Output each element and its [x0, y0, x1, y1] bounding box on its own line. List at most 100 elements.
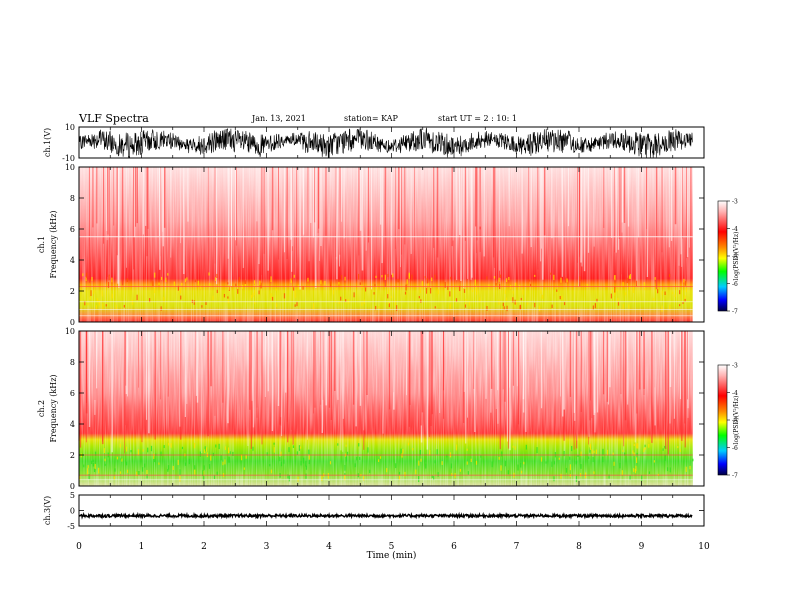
- spectrogram-ch1-speckle: [238, 277, 240, 282]
- spectrogram-ch2-speckle: [565, 467, 568, 473]
- ch3-waveform-trace: [78, 511, 693, 520]
- spectrogram-ch1-speckle: [475, 285, 477, 292]
- spectrogram-ch1-speckle: [419, 287, 422, 293]
- x-tick-label: 5: [389, 542, 395, 552]
- spectrogram-ch1-speckle: [208, 272, 210, 276]
- spectrogram-ch2-speckle: [147, 447, 149, 453]
- spectrogram-ch1-speckle: [498, 299, 500, 305]
- spectrogram-ch1-speckle: [294, 290, 296, 294]
- spectrogram-ch1-speckle: [105, 304, 107, 307]
- spectrogram-ch1-speckle: [227, 296, 229, 299]
- spectrogram-ch2-colorbar-tick-label: -5: [732, 418, 738, 425]
- spectrogram-ch1-speckle: [111, 293, 113, 299]
- spectrogram-ch1-speckle: [341, 275, 343, 281]
- spectrogram-ch1-speckle: [254, 301, 256, 304]
- spectrogram-ch2-speckle: [216, 471, 218, 476]
- spectrogram-ch1-speckle: [396, 305, 398, 312]
- spectrogram-ch1-speckle: [152, 281, 154, 287]
- spectrogram-ch1-speckle: [179, 287, 182, 294]
- spectrogram-ch2-speckle: [433, 476, 435, 480]
- spectrogram-ch1-speckle: [654, 277, 656, 280]
- x-tick-label: 4: [326, 542, 332, 552]
- spectrogram-ch1-speckle: [216, 273, 218, 278]
- spectrogram-ch2-speckle: [103, 448, 105, 453]
- spectrogram-ch2-speckle: [228, 456, 230, 463]
- spectrogram-ch1-speckle: [107, 282, 110, 288]
- spectrogram-ch1-speckle: [635, 280, 638, 287]
- spectrogram-ch1-speckle: [596, 298, 598, 302]
- spectrogram-ch2-speckle: [252, 446, 254, 451]
- spectrogram-ch2-speckle: [153, 453, 155, 459]
- spectrogram-ch1-speckle: [405, 284, 407, 291]
- spectrogram-ch2-speckle: [93, 468, 96, 473]
- spectrogram-ch1-ytick-label: 10: [65, 163, 75, 172]
- spectrogram-ch2-speckle: [619, 462, 621, 469]
- spectrogram-ch2-speckle: [467, 471, 469, 475]
- spectrogram-ch1-speckle: [643, 282, 645, 288]
- spectrogram-ch2-speckle: [194, 465, 196, 470]
- spectrogram-ch1-ylabel: Frequency (kHz): [49, 210, 58, 278]
- spectrogram-ch1-speckle: [228, 285, 230, 291]
- spectrogram-ch1-speckle: [553, 274, 555, 281]
- spectrogram-ch1-speckle: [91, 276, 93, 281]
- spectrogram-ch1-speckle: [515, 300, 517, 305]
- spectrogram-ch2-speckle: [418, 460, 420, 466]
- spectrogram-ch1-speckle: [614, 286, 616, 293]
- spectrogram-ch1-speckle: [529, 283, 532, 287]
- spectrogram-ch2-speckle: [327, 473, 329, 479]
- spectrogram-ch1-speckle: [579, 276, 581, 281]
- spectrogram-ch2-speckle: [280, 451, 282, 456]
- spectrogram-ch2-speckle: [446, 454, 448, 458]
- spectrogram-ch2-speckle: [86, 468, 89, 475]
- spectrogram-ch1-speckle: [592, 305, 594, 310]
- x-tick-label: 3: [264, 542, 270, 552]
- ch3-waveform-frame: [78, 494, 705, 527]
- spectrogram-ch2-speckle: [551, 461, 553, 467]
- spectrogram-ch1-speckle: [186, 277, 188, 281]
- spectrogram-ch2-speckle: [664, 455, 666, 461]
- spectrogram-ch1-speckle: [502, 302, 504, 307]
- spectrogram-ch1-speckle: [668, 273, 671, 278]
- spectrogram-ch2-speckle: [287, 474, 289, 479]
- spectrogram-ch1-speckle: [85, 276, 87, 282]
- spectrogram-ch2-speckle: [92, 462, 95, 467]
- spectrogram-ch2-speckle: [420, 458, 422, 462]
- spectrogram-ch2-speckle: [126, 469, 129, 473]
- spectrogram-ch2-speckle: [643, 448, 645, 453]
- spectrogram-ch1-speckle: [632, 286, 634, 293]
- spectrogram-ch2-speckle: [179, 469, 181, 475]
- spectrogram-ch2-speckle: [87, 465, 89, 469]
- spectrogram-ch2-speckle: [425, 463, 427, 469]
- spectrogram-ch2-speckle: [119, 471, 122, 474]
- spectrogram-ch2-speckle: [126, 461, 128, 466]
- spectrogram-ch2-speckle: [644, 444, 646, 448]
- spectrogram-ch1-speckle: [520, 297, 522, 301]
- spectrogram-ch1-speckle: [216, 289, 218, 294]
- spectrogram-ch2-speckle: [194, 469, 196, 475]
- spectrogram-ch1-speckle: [674, 294, 676, 297]
- spectrogram-ch2-speckle: [120, 458, 122, 461]
- spectrogram-ch2-speckle: [299, 446, 302, 449]
- spectrogram-ch1-speckle: [253, 284, 256, 287]
- spectrogram-ch1-speckle: [427, 283, 429, 287]
- spectrogram-ch2-speckle: [636, 457, 638, 464]
- spectrogram-ch1-speckle: [614, 289, 616, 296]
- spectrogram-ch1-speckle: [378, 306, 380, 309]
- spectrogram-ch1-speckle: [313, 303, 315, 310]
- spectrogram-ch2-speckle: [199, 451, 201, 457]
- spectrogram-ch2-speckle: [612, 452, 614, 455]
- spectrogram-ch2-speckle: [193, 442, 196, 449]
- spectrogram-ch2-speckle: [666, 467, 669, 472]
- spectrogram-ch1-speckle: [465, 298, 467, 304]
- spectrogram-ch1-speckle: [463, 289, 466, 293]
- start-time-label: start UT = 2 : 10: 1: [438, 114, 517, 123]
- spectrogram-ch2-speckle: [121, 458, 123, 462]
- spectrogram-ch2-speckle: [498, 456, 500, 460]
- spectrogram-ch1-speckle: [101, 290, 103, 297]
- spectrogram-ch2-speckle: [116, 456, 118, 460]
- spectrogram-ch2-speckle: [146, 474, 148, 479]
- spectrogram-ch1-speckle: [373, 292, 375, 295]
- spectrogram-ch2-speckle: [181, 446, 184, 450]
- spectrogram-ch2-speckle: [525, 444, 527, 450]
